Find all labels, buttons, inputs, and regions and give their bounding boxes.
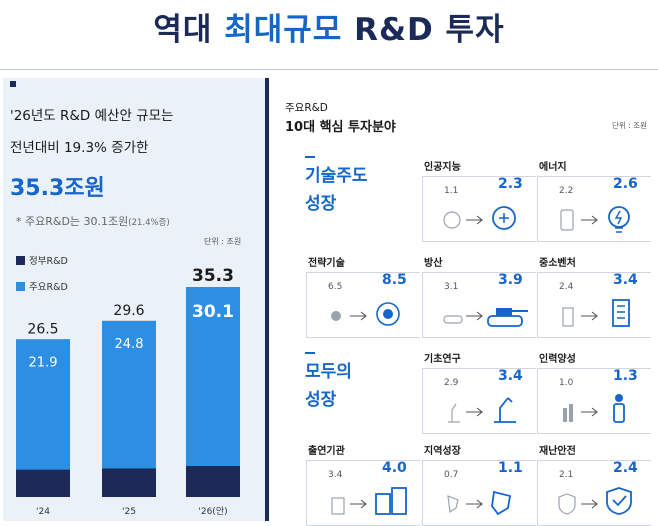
main-label-0: 21.9 [29,355,58,370]
main-rd-note: * 주요R&D는 30.1조원(21.4%증) [16,215,170,228]
area-card: 인공지능 1.1 2.3 [422,158,538,242]
area-new-value: 3.4 [498,368,523,384]
summary-line-1: '26년도 R&D 예산안 규모는 [10,108,174,124]
area-card: 방산 3.1 3.9 [422,254,538,338]
area-card: 기초연구 2.9 3.4 [422,350,538,434]
touch-circuit-icon [331,302,400,326]
area-card-frame [537,368,651,434]
area-card: 전략기술 6.5 8.5 [306,254,422,338]
area-card-frame [306,272,420,338]
arrow-icon [581,407,598,417]
arrow-icon [466,215,483,225]
area-card: 중소벤처 2.4 3.4 [537,254,653,338]
person-icon [563,394,625,423]
bar-main-0 [16,339,70,470]
area-new-value: 1.1 [498,460,523,476]
arrow-icon [350,311,367,321]
arrow-icon [466,311,483,321]
area-card-frame [422,176,536,242]
area-card: 재난안전 2.1 2.4 [537,442,653,526]
tank-icon [443,308,528,327]
category-label-0: '24 [36,507,50,517]
title-divider [0,69,658,70]
building-icon [562,299,630,327]
area-name: 에너지 [539,162,567,173]
area-name: 재난안전 [539,446,576,457]
legend-gov: 정부R&D [16,253,68,267]
arrow-icon [581,311,598,321]
region-map-icon [447,490,512,516]
area-card-frame [422,272,536,338]
area-name: 인공지능 [424,162,461,173]
group-shared-growth: 모두의 성장 [305,352,352,414]
area-card: 지역성장 0.7 1.1 [422,442,538,526]
area-prev-value: 3.1 [444,282,459,292]
bar-main-2 [186,287,240,467]
area-prev-value: 1.1 [444,186,459,196]
area-name: 출연기관 [308,446,345,457]
area-card-frame [537,176,651,242]
area-name: 방산 [424,258,443,269]
legend-gov-swatch [16,255,25,265]
main-label-1: 24.8 [115,337,144,352]
total-budget: 35.3조원 [10,176,105,201]
accent-square [10,81,16,87]
lightbulb-icon [560,206,630,233]
area-card: 출연기관 3.4 4.0 [306,442,422,526]
area-card: 에너지 2.2 2.6 [537,158,653,242]
page-title: 역대 최대규모 R&D 투자 [153,12,505,48]
main-label-2: 30.1 [192,302,234,322]
chart-unit: 단위 : 조원 [204,237,242,246]
arrow-icon [581,499,598,509]
total-label-1: 29.6 [113,303,144,319]
area-prev-value: 6.5 [328,282,343,292]
arrow-icon [466,499,483,509]
total-label-2: 35.3 [192,266,234,286]
office-icon [331,487,407,515]
area-new-value: 1.3 [613,368,638,384]
left-panel-edge [265,78,269,521]
area-new-value: 3.4 [613,272,638,288]
microscope-icon [448,397,516,423]
area-name: 중소벤처 [539,258,576,269]
bar-chart: 26.5 21.9 '24 29.6 24.8 '25 35.3 30.1 '26(안) [16,266,240,517]
area-name: 지역성장 [424,446,461,457]
area-card-frame [422,368,536,434]
area-prev-value: 2.4 [559,282,574,292]
legend-main-swatch [16,281,25,291]
category-label-1: '25 [122,507,136,517]
arrow-icon [581,215,598,225]
area-prev-value: 2.1 [559,470,574,480]
area-card: 인력양성 1.0 1.3 [537,350,653,434]
right-label-small: 주요R&D [285,102,328,114]
group-tech-growth: 기술주도 성장 [305,156,368,218]
area-name: 인력양성 [539,354,576,365]
area-prev-value: 1.0 [559,378,574,388]
area-prev-value: 0.7 [444,470,459,480]
area-prev-value: 3.4 [328,470,343,480]
right-unit: 단위 : 조원 [612,121,647,130]
arrow-icon [466,407,483,417]
area-new-value: 2.6 [613,176,638,192]
area-card-frame [537,272,651,338]
area-new-value: 2.3 [498,176,523,192]
area-new-value: 8.5 [382,272,407,288]
area-new-value: 3.9 [498,272,523,288]
area-name: 기초연구 [424,354,461,365]
area-prev-value: 2.9 [444,378,459,388]
summary-line-2: 전년대비 19.3% 증가한 [10,140,149,156]
arrow-icon [350,499,367,509]
right-label-main: 10대 핵심 투자분야 [285,120,396,135]
area-new-value: 2.4 [613,460,638,476]
ai-head-icon [443,206,516,230]
category-label-2: '26(안) [198,506,227,517]
shield-icon [558,487,632,515]
area-prev-value: 2.2 [559,186,574,196]
total-label-0: 26.5 [27,321,58,337]
legend-main: 주요R&D [16,279,68,293]
area-name: 전략기술 [308,258,345,269]
bar-main-1 [102,320,156,469]
area-new-value: 4.0 [382,460,407,476]
